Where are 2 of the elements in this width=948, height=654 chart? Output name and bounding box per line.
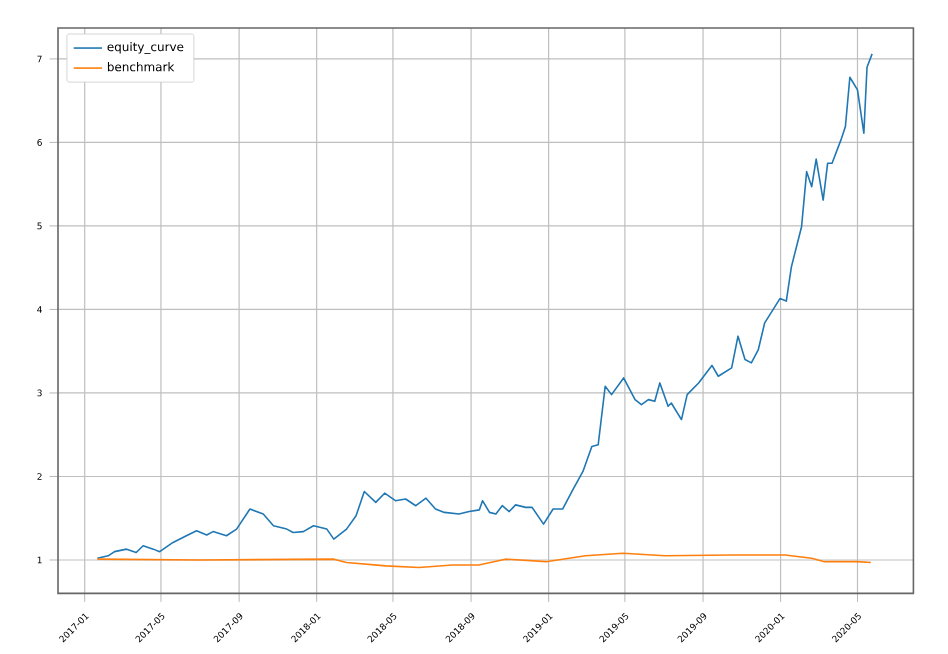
line-series [96,53,873,560]
line-series [96,552,872,569]
